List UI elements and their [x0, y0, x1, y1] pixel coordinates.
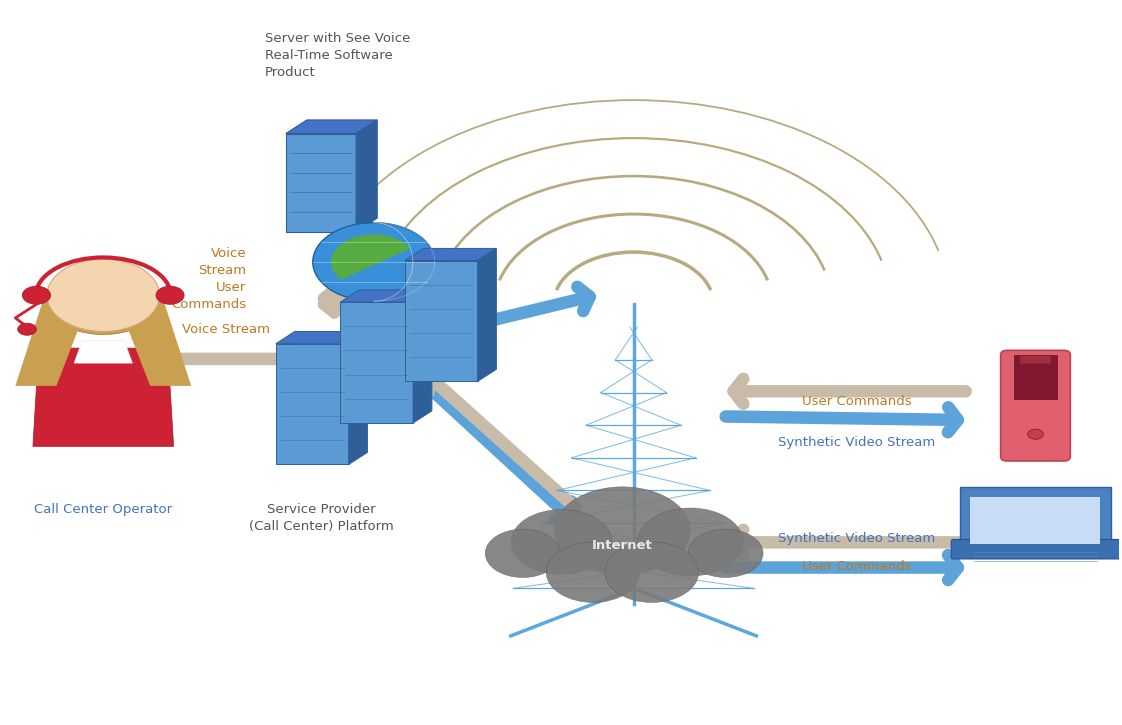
- Text: Server with See Voice
Real-Time Software
Product: Server with See Voice Real-Time Software…: [265, 32, 411, 78]
- Polygon shape: [478, 249, 496, 381]
- FancyBboxPatch shape: [971, 497, 1101, 544]
- Polygon shape: [356, 120, 377, 232]
- FancyBboxPatch shape: [340, 302, 413, 423]
- Circle shape: [1028, 429, 1043, 439]
- Circle shape: [546, 542, 640, 602]
- Wedge shape: [43, 295, 164, 334]
- Circle shape: [47, 259, 159, 331]
- Text: Synthetic Video Stream: Synthetic Video Stream: [779, 436, 936, 449]
- Text: User Commands: User Commands: [802, 560, 912, 573]
- FancyBboxPatch shape: [1014, 355, 1057, 399]
- Polygon shape: [286, 120, 377, 133]
- FancyBboxPatch shape: [405, 260, 478, 381]
- FancyBboxPatch shape: [286, 133, 356, 232]
- Polygon shape: [16, 295, 80, 386]
- Text: Internet: Internet: [592, 539, 653, 552]
- Polygon shape: [349, 331, 367, 465]
- Polygon shape: [413, 290, 432, 423]
- FancyBboxPatch shape: [276, 344, 349, 465]
- Polygon shape: [405, 249, 496, 260]
- Circle shape: [156, 286, 184, 304]
- FancyBboxPatch shape: [960, 487, 1111, 550]
- Circle shape: [313, 223, 434, 302]
- Circle shape: [605, 542, 699, 602]
- Circle shape: [511, 510, 611, 574]
- FancyBboxPatch shape: [1001, 350, 1070, 461]
- Circle shape: [485, 529, 560, 578]
- Polygon shape: [127, 295, 191, 386]
- FancyBboxPatch shape: [1020, 356, 1050, 363]
- Text: Real-Time
Synthetic
Video: Real-Time Synthetic Video: [422, 276, 486, 323]
- Polygon shape: [33, 348, 174, 447]
- Polygon shape: [340, 290, 432, 302]
- Polygon shape: [276, 331, 367, 344]
- Text: Call Center Operator: Call Center Operator: [34, 503, 173, 515]
- Text: Synthetic Video Stream: Synthetic Video Stream: [779, 531, 936, 544]
- Text: User Commands: User Commands: [802, 395, 912, 408]
- Text: Voice Stream: Voice Stream: [182, 323, 270, 336]
- Circle shape: [637, 508, 743, 576]
- Circle shape: [688, 529, 763, 578]
- Circle shape: [18, 323, 36, 335]
- Text: Voice
Stream
User
Commands: Voice Stream User Commands: [171, 247, 246, 312]
- FancyBboxPatch shape: [951, 539, 1120, 559]
- Text: Service Provider
(Call Center) Platform: Service Provider (Call Center) Platform: [249, 503, 394, 533]
- Circle shape: [554, 487, 690, 574]
- Polygon shape: [331, 234, 411, 280]
- Circle shape: [22, 286, 50, 304]
- Polygon shape: [74, 341, 132, 363]
